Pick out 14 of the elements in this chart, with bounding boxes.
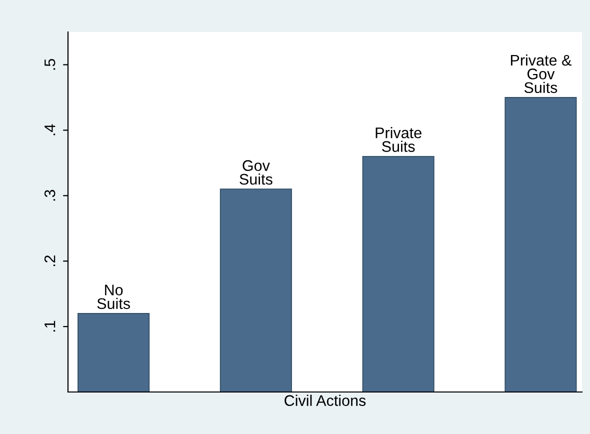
bar — [78, 313, 150, 392]
x-tick-label: Private Suits — [376, 127, 422, 152]
x-tick-label: Gov Suits — [240, 160, 272, 185]
y-tick-label: .2 — [44, 255, 56, 266]
y-tick-label: .5 — [44, 58, 56, 70]
y-tick-label: .3 — [44, 190, 56, 201]
y-tick-label: .4 — [44, 124, 56, 136]
x-axis-title: Civil Actions — [284, 394, 366, 406]
bar — [220, 188, 292, 392]
x-tick-label: No Suits — [97, 284, 130, 310]
x-tick-label: Private & Gov Suits — [510, 54, 572, 94]
bar — [362, 156, 434, 392]
bar — [504, 97, 577, 392]
y-tick-label: .1 — [44, 320, 56, 332]
